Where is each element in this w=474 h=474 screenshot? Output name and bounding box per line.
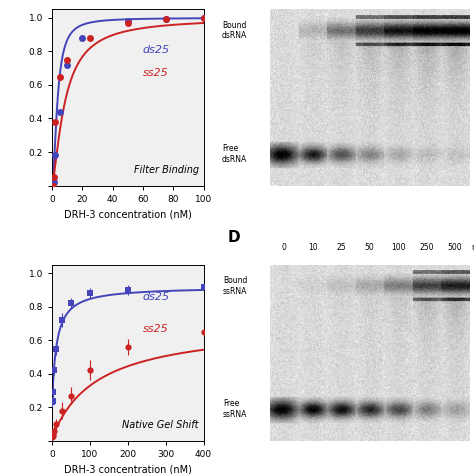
Text: 25: 25: [337, 244, 346, 253]
Text: Native Gel Shift: Native Gel Shift: [122, 420, 199, 430]
X-axis label: DRH-3 concentration (nM): DRH-3 concentration (nM): [64, 465, 192, 474]
Text: Free
dsRNA: Free dsRNA: [222, 144, 247, 164]
Text: ds25: ds25: [143, 292, 170, 302]
Text: ss25: ss25: [143, 68, 169, 78]
Text: ss25: ss25: [143, 324, 169, 334]
Text: ds25: ds25: [143, 46, 170, 55]
Text: Bound
ssRNA: Bound ssRNA: [223, 276, 247, 296]
Text: Bound
dsRNA: Bound dsRNA: [222, 21, 247, 40]
Text: 100: 100: [391, 244, 405, 253]
X-axis label: DRH-3 concentration (nM): DRH-3 concentration (nM): [64, 209, 192, 219]
Text: 500: 500: [448, 244, 462, 253]
Text: Free
ssRNA: Free ssRNA: [223, 400, 247, 419]
Text: D: D: [228, 230, 240, 246]
Text: 10: 10: [308, 244, 318, 253]
Text: 50: 50: [365, 244, 374, 253]
Text: 0: 0: [282, 244, 287, 253]
Text: Filter Binding: Filter Binding: [134, 165, 199, 175]
Text: nM: nM: [471, 244, 474, 253]
Text: 250: 250: [419, 244, 434, 253]
